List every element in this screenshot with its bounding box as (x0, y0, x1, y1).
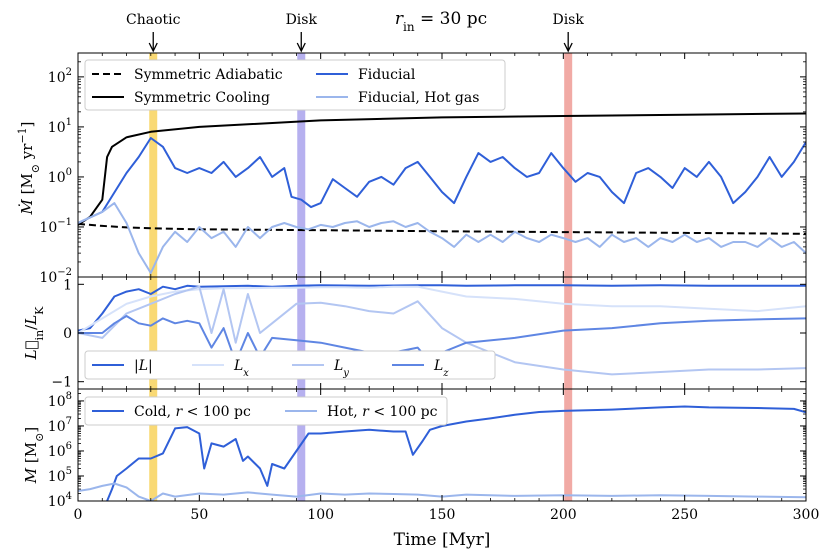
legend-label: Hot, r < 100 pc (327, 404, 438, 420)
annotation-label: Disk (552, 12, 584, 28)
legend-label: Symmetric Adiabatic (134, 67, 283, 83)
title-subscript: in (403, 20, 415, 34)
series-line-fiducial (78, 137, 806, 224)
y-tick-label: 105 (48, 466, 72, 485)
y-axis: −1 0 1 (51, 277, 806, 391)
y-axis: 10−2 10−1 100 101 102 (39, 61, 806, 286)
series-group (78, 405, 806, 501)
ylabel-mass: M [M⊙] (22, 427, 46, 484)
arrow-icon (148, 32, 158, 53)
x-tick-label: 50 (190, 507, 208, 523)
title-symbol: r (395, 9, 404, 29)
annotation-label: Chaotic (126, 12, 181, 28)
series-line-l-x (78, 285, 806, 334)
legend-box (84, 350, 496, 380)
series-line-l-z (78, 315, 806, 364)
series-line-l-y (78, 285, 806, 376)
ylabel-ang: L⃗in/LK (22, 306, 46, 361)
y-tick-label: 0 (63, 326, 72, 342)
series-line-cold-r-100-pc (106, 405, 806, 501)
x-tick-label: 200 (550, 507, 577, 523)
series-line-symmetric-adiabatic (78, 222, 806, 235)
x-ticks: 0 50 100 150 200 250 300 (74, 389, 820, 523)
arrow-icon (563, 32, 573, 53)
legend-label: Fiducial, Hot gas (358, 90, 479, 106)
y-tick-label: 101 (48, 117, 72, 136)
legend-label: |L| (134, 358, 153, 374)
ylabel-mdot: Ṁ [M⊙ yr−1] (16, 121, 42, 215)
chart-title: rin = 30 pc (395, 9, 487, 34)
y-tick-label: 100 (48, 167, 72, 186)
legend-label: Cold, r < 100 pc (134, 404, 251, 420)
x-axis-label: Time [Myr] (394, 530, 491, 550)
legend: |L| Lx Ly Lz (84, 350, 496, 380)
annotation-label: Disk (286, 12, 318, 28)
panel-angular-momentum: −1 0 1 |L| Lx Ly Lz (51, 276, 807, 391)
series-line-symmetric-cooling (78, 112, 806, 226)
x-tick-label: 150 (429, 507, 456, 523)
legend-label: Lx (233, 358, 249, 379)
y-tick-label: 10−2 (39, 267, 72, 286)
series-line-l (78, 284, 806, 332)
series-group (78, 284, 806, 376)
arrow-icon (296, 32, 306, 53)
title-rest: = 30 pc (415, 9, 488, 29)
panel-mass: 104 105 106 107 108 0 50 100 150 200 250 300 Cold, r… (48, 388, 820, 523)
series-line-fiducial-hot-gas (78, 202, 806, 274)
legend-label: Fiducial (358, 67, 416, 83)
x-tick-label: 100 (307, 507, 334, 523)
legend-box (84, 59, 506, 111)
legend-label: Symmetric Cooling (134, 90, 270, 106)
x-tick-label: 250 (671, 507, 698, 523)
y-tick-label: 107 (48, 416, 72, 435)
legend-label: Lz (433, 358, 449, 379)
panel-accretion-rate: 10−2 10−1 100 101 102 Symmetric Adiabatic Fidu… (39, 52, 807, 286)
legend-box (84, 396, 448, 426)
y-tick-label: 102 (48, 67, 72, 86)
legend: Symmetric Adiabatic Fiducial Symmetric Coo… (84, 59, 506, 111)
y-tick-label: 104 (48, 491, 72, 510)
y-tick-label: 108 (48, 391, 72, 410)
y-axis: 104 105 106 107 108 (48, 391, 806, 510)
y-tick-label: 1 (63, 277, 72, 293)
legend-label: Ly (333, 358, 349, 379)
series-group (78, 112, 806, 274)
y-tick-label: 10−1 (39, 217, 72, 236)
legend: Cold, r < 100 pc Hot, r < 100 pc (84, 396, 448, 426)
x-tick-label: 300 (793, 507, 820, 523)
series-line-hot-r-100-pc (78, 482, 806, 501)
y-tick-label: −1 (51, 375, 72, 391)
y-tick-label: 106 (48, 441, 72, 460)
x-tick-label: 0 (74, 507, 83, 523)
